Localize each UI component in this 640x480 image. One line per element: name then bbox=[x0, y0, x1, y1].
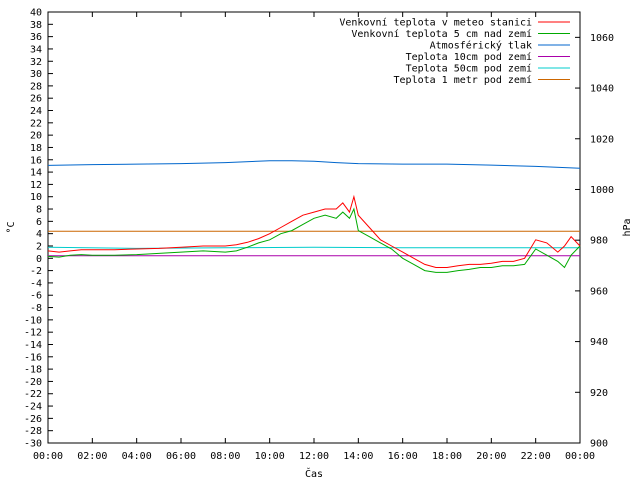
left-tick-label: -22 bbox=[24, 389, 42, 400]
right-tick-label: 1040 bbox=[590, 84, 614, 95]
series-line-0 bbox=[47, 194, 581, 268]
left-tick-label: 14 bbox=[30, 168, 42, 179]
left-tick-label: 22 bbox=[30, 118, 42, 129]
left-tick-label: -30 bbox=[24, 439, 42, 450]
left-tick-label: 8 bbox=[36, 205, 42, 216]
right-tick-label: 1060 bbox=[590, 33, 614, 44]
legend-label: Venkovní teplota v meteo stanici bbox=[339, 17, 532, 29]
left-tick-label: -8 bbox=[30, 303, 42, 314]
legend-label: Teplota 1 metr pod zemí bbox=[394, 74, 532, 86]
left-tick-label: -2 bbox=[30, 266, 42, 277]
x-tick-label: 02:00 bbox=[77, 451, 107, 462]
left-tick-label: 2 bbox=[36, 241, 42, 252]
legend-label: Venkovní teplota 5 cm nad zemí bbox=[351, 28, 532, 40]
legend-label: Teplota 50cm pod zemí bbox=[406, 63, 532, 75]
left-tick-label: 20 bbox=[30, 131, 42, 142]
left-tick-label: 6 bbox=[36, 217, 42, 228]
y-axis-right-title: hPa bbox=[622, 218, 633, 236]
left-tick-label: -18 bbox=[24, 365, 42, 376]
series-line-1 bbox=[47, 207, 581, 273]
x-tick-label: 14:00 bbox=[343, 451, 373, 462]
x-tick-label: 18:00 bbox=[432, 451, 462, 462]
left-tick-label: -20 bbox=[24, 377, 42, 388]
series-line-2 bbox=[47, 160, 581, 169]
left-tick-label: 32 bbox=[30, 57, 42, 68]
left-tick-label: -6 bbox=[30, 291, 42, 302]
left-tick-label: -14 bbox=[24, 340, 42, 351]
left-tick-label: -12 bbox=[24, 328, 42, 339]
left-tick-label: -4 bbox=[30, 278, 42, 289]
y-axis-left-title: °C bbox=[6, 221, 17, 233]
left-tick-label: -16 bbox=[24, 352, 42, 363]
x-tick-label: 10:00 bbox=[255, 451, 285, 462]
right-tick-label: 900 bbox=[590, 439, 608, 450]
right-tick-label: 920 bbox=[590, 388, 608, 399]
left-tick-label: 4 bbox=[36, 229, 42, 240]
right-tick-label: 1020 bbox=[590, 134, 614, 145]
x-tick-label: 20:00 bbox=[476, 451, 506, 462]
left-tick-label: 18 bbox=[30, 143, 42, 154]
x-tick-label: 04:00 bbox=[122, 451, 152, 462]
x-tick-label: 08:00 bbox=[210, 451, 240, 462]
left-tick-label: 36 bbox=[30, 32, 42, 43]
left-tick-label: 26 bbox=[30, 94, 42, 105]
left-tick-label: 38 bbox=[30, 20, 42, 31]
x-tick-label: 22:00 bbox=[521, 451, 551, 462]
left-tick-label: -28 bbox=[24, 426, 42, 437]
legend-label: Teplota 10cm pod zemí bbox=[406, 51, 532, 63]
left-tick-label: 16 bbox=[30, 155, 42, 166]
right-tick-label: 940 bbox=[590, 337, 608, 348]
x-tick-label: 00:00 bbox=[33, 451, 63, 462]
left-tick-label: -26 bbox=[24, 414, 42, 425]
left-tick-label: -10 bbox=[24, 315, 42, 326]
left-tick-label: -24 bbox=[24, 402, 42, 413]
left-tick-label: 34 bbox=[30, 44, 42, 55]
right-tick-label: 980 bbox=[590, 236, 608, 247]
left-tick-label: 12 bbox=[30, 180, 42, 191]
series-line-4 bbox=[47, 246, 580, 249]
left-tick-label: 40 bbox=[30, 8, 42, 19]
x-tick-label: 16:00 bbox=[388, 451, 418, 462]
x-tick-label: 12:00 bbox=[299, 451, 329, 462]
right-tick-label: 960 bbox=[590, 286, 608, 297]
left-tick-label: 10 bbox=[30, 192, 42, 203]
legend-label: Atmosférický tlak bbox=[430, 40, 532, 52]
left-tick-label: 0 bbox=[36, 254, 42, 265]
left-tick-label: 28 bbox=[30, 81, 42, 92]
x-tick-label: 00:00 bbox=[565, 451, 595, 462]
left-tick-label: 24 bbox=[30, 106, 42, 117]
left-tick-label: 30 bbox=[30, 69, 42, 80]
x-axis-title: Čas bbox=[305, 467, 323, 480]
right-tick-label: 1000 bbox=[590, 185, 614, 196]
x-tick-label: 06:00 bbox=[166, 451, 196, 462]
